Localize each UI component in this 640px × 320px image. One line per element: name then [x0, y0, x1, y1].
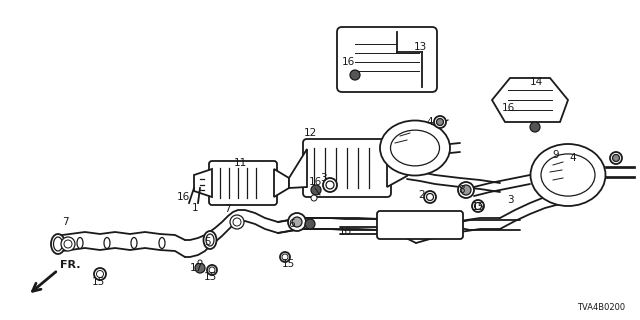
- Circle shape: [97, 270, 104, 277]
- Text: 9: 9: [553, 150, 559, 160]
- Circle shape: [64, 240, 72, 248]
- Text: TVA4B0200: TVA4B0200: [577, 303, 625, 312]
- Text: 5: 5: [204, 237, 211, 247]
- Text: 1: 1: [192, 203, 198, 213]
- Circle shape: [311, 195, 317, 201]
- Circle shape: [474, 203, 481, 210]
- Circle shape: [209, 267, 215, 273]
- Text: FR.: FR.: [60, 260, 81, 270]
- Text: 3: 3: [320, 173, 326, 183]
- Circle shape: [434, 116, 446, 128]
- Text: 15: 15: [204, 272, 216, 282]
- FancyBboxPatch shape: [303, 139, 391, 197]
- Circle shape: [292, 217, 302, 227]
- FancyBboxPatch shape: [209, 161, 277, 205]
- Circle shape: [233, 218, 241, 226]
- Text: 2: 2: [419, 190, 426, 200]
- Ellipse shape: [380, 121, 450, 175]
- Circle shape: [230, 215, 244, 229]
- Text: 6: 6: [289, 219, 295, 229]
- Ellipse shape: [54, 237, 63, 251]
- Ellipse shape: [131, 237, 137, 249]
- Text: 16: 16: [177, 192, 189, 202]
- Circle shape: [61, 237, 75, 251]
- Circle shape: [195, 263, 205, 273]
- FancyBboxPatch shape: [377, 211, 463, 239]
- Text: 13: 13: [413, 42, 427, 52]
- Ellipse shape: [206, 234, 214, 246]
- Text: 10: 10: [339, 227, 351, 237]
- Ellipse shape: [104, 237, 110, 249]
- Polygon shape: [194, 169, 212, 197]
- Text: 7: 7: [61, 217, 68, 227]
- Polygon shape: [274, 169, 289, 197]
- Circle shape: [326, 181, 334, 189]
- Circle shape: [207, 265, 217, 275]
- Text: 3: 3: [507, 195, 513, 205]
- Circle shape: [305, 219, 315, 229]
- Circle shape: [280, 252, 290, 262]
- Ellipse shape: [531, 144, 605, 206]
- Circle shape: [311, 185, 321, 195]
- Text: 17: 17: [189, 263, 203, 273]
- Circle shape: [610, 152, 622, 164]
- Circle shape: [530, 122, 540, 132]
- Circle shape: [424, 191, 436, 203]
- Circle shape: [323, 178, 337, 192]
- Text: 12: 12: [303, 128, 317, 138]
- Text: 11: 11: [234, 158, 246, 168]
- Text: 14: 14: [529, 77, 543, 87]
- FancyBboxPatch shape: [397, 32, 422, 52]
- Text: 15: 15: [92, 277, 104, 287]
- Polygon shape: [492, 78, 568, 122]
- Polygon shape: [387, 149, 407, 187]
- Text: 16: 16: [341, 57, 355, 67]
- Ellipse shape: [390, 130, 440, 166]
- Text: 16: 16: [501, 103, 515, 113]
- Ellipse shape: [159, 237, 165, 249]
- Ellipse shape: [204, 231, 216, 249]
- Ellipse shape: [77, 237, 83, 249]
- Circle shape: [282, 254, 288, 260]
- Circle shape: [426, 194, 433, 201]
- Text: 7: 7: [224, 204, 230, 214]
- Text: 15: 15: [282, 259, 294, 269]
- Polygon shape: [289, 149, 307, 188]
- Ellipse shape: [541, 154, 595, 196]
- Circle shape: [288, 213, 306, 231]
- Circle shape: [350, 70, 360, 80]
- Text: 4: 4: [427, 117, 433, 127]
- Ellipse shape: [51, 234, 65, 254]
- Circle shape: [198, 260, 202, 264]
- Circle shape: [612, 155, 620, 162]
- Circle shape: [436, 118, 444, 125]
- Circle shape: [461, 185, 471, 195]
- Circle shape: [472, 200, 484, 212]
- FancyBboxPatch shape: [337, 27, 437, 92]
- Text: 8: 8: [459, 185, 465, 195]
- Text: 16: 16: [308, 177, 322, 187]
- Text: 15: 15: [472, 202, 484, 212]
- Circle shape: [458, 182, 474, 198]
- Circle shape: [94, 268, 106, 280]
- Text: 4: 4: [570, 153, 576, 163]
